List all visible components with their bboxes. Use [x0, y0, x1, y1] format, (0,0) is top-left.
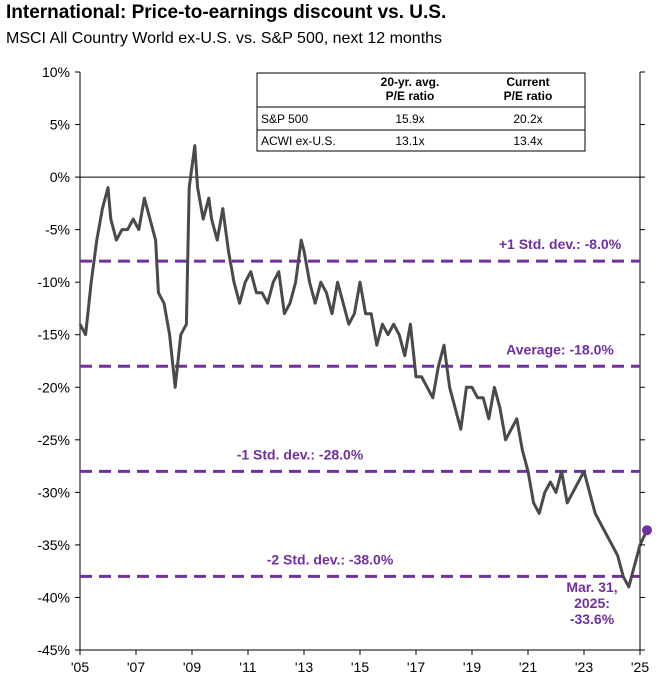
reference-line-label: -2 Std. dev.: -38.0% — [267, 551, 394, 567]
series-group — [78, 144, 649, 589]
y-tick-label: -10% — [37, 274, 70, 290]
x-tick-label: '07 — [127, 659, 145, 675]
reference-line-label: -1 Std. dev.: -28.0% — [237, 446, 364, 462]
x-tick-label: '15 — [351, 659, 369, 675]
table-cell-avg: 13.1x — [395, 134, 424, 148]
table-header-avg: P/E ratio — [386, 89, 435, 103]
x-tick-label: '05 — [71, 659, 89, 675]
table-cell-current: 13.4x — [513, 134, 542, 148]
table-header-current: Current — [506, 75, 549, 89]
chart-title: International: Price-to-earnings discoun… — [6, 2, 447, 23]
current-value-annotation: Mar. 31,2025:-33.6% — [566, 525, 652, 627]
table-cell-avg: 15.9x — [395, 112, 424, 126]
table-cell-current: 20.2x — [513, 112, 542, 126]
x-tick-label: '09 — [183, 659, 201, 675]
y-tick-label: -45% — [37, 642, 70, 658]
x-tick-label: '17 — [407, 659, 425, 675]
x-tick-label: '25 — [631, 659, 649, 675]
chart-subtitle: MSCI All Country World ex-U.S. vs. S&P 5… — [6, 30, 443, 47]
annotation-text-line: 2025: — [574, 595, 610, 611]
x-tick-label: '21 — [519, 659, 537, 675]
table-header-current: P/E ratio — [504, 89, 553, 103]
x-tick-label: '23 — [575, 659, 593, 675]
table-row-label: ACWI ex-U.S. — [261, 134, 336, 148]
reference-line-label: +1 Std. dev.: -8.0% — [499, 236, 622, 252]
y-tick-label: -35% — [37, 537, 70, 553]
series-line — [78, 144, 649, 589]
reference-lines: +1 Std. dev.: -8.0% Average: -18.0% -1 Std… — [80, 236, 640, 578]
annotation-text-line: -33.6% — [570, 611, 615, 627]
x-tick-label: '19 — [463, 659, 481, 675]
table-border — [256, 72, 586, 152]
x-tick-label: '11 — [239, 659, 256, 675]
y-tick-label: -5% — [45, 222, 70, 238]
y-axis: 10% 5% 0% -5% -10% -15% -20% -25% -30% -35% -40% -4… — [37, 64, 645, 658]
y-tick-label: -40% — [37, 589, 70, 605]
y-tick-label: 0% — [50, 169, 70, 185]
annotation-text-line: Mar. 31, — [566, 579, 617, 595]
table-header-avg: 20-yr. avg. — [381, 75, 440, 89]
reference-line-label: Average: -18.0% — [506, 341, 614, 357]
x-tick-label: '13 — [295, 659, 313, 675]
x-axis: '05 '07 '09 '11 '13 '15 '17 '19 '21 '23 '25 — [71, 650, 649, 675]
y-tick-label: -15% — [37, 327, 70, 343]
y-tick-label: 5% — [50, 117, 70, 133]
y-tick-label: -25% — [37, 432, 70, 448]
y-tick-label: -20% — [37, 379, 70, 395]
plot-frame — [79, 72, 641, 651]
y-tick-label: 10% — [42, 64, 70, 80]
table-row-label: S&P 500 — [261, 112, 308, 126]
y-tick-label: -30% — [37, 484, 70, 500]
current-value-point — [642, 525, 652, 536]
